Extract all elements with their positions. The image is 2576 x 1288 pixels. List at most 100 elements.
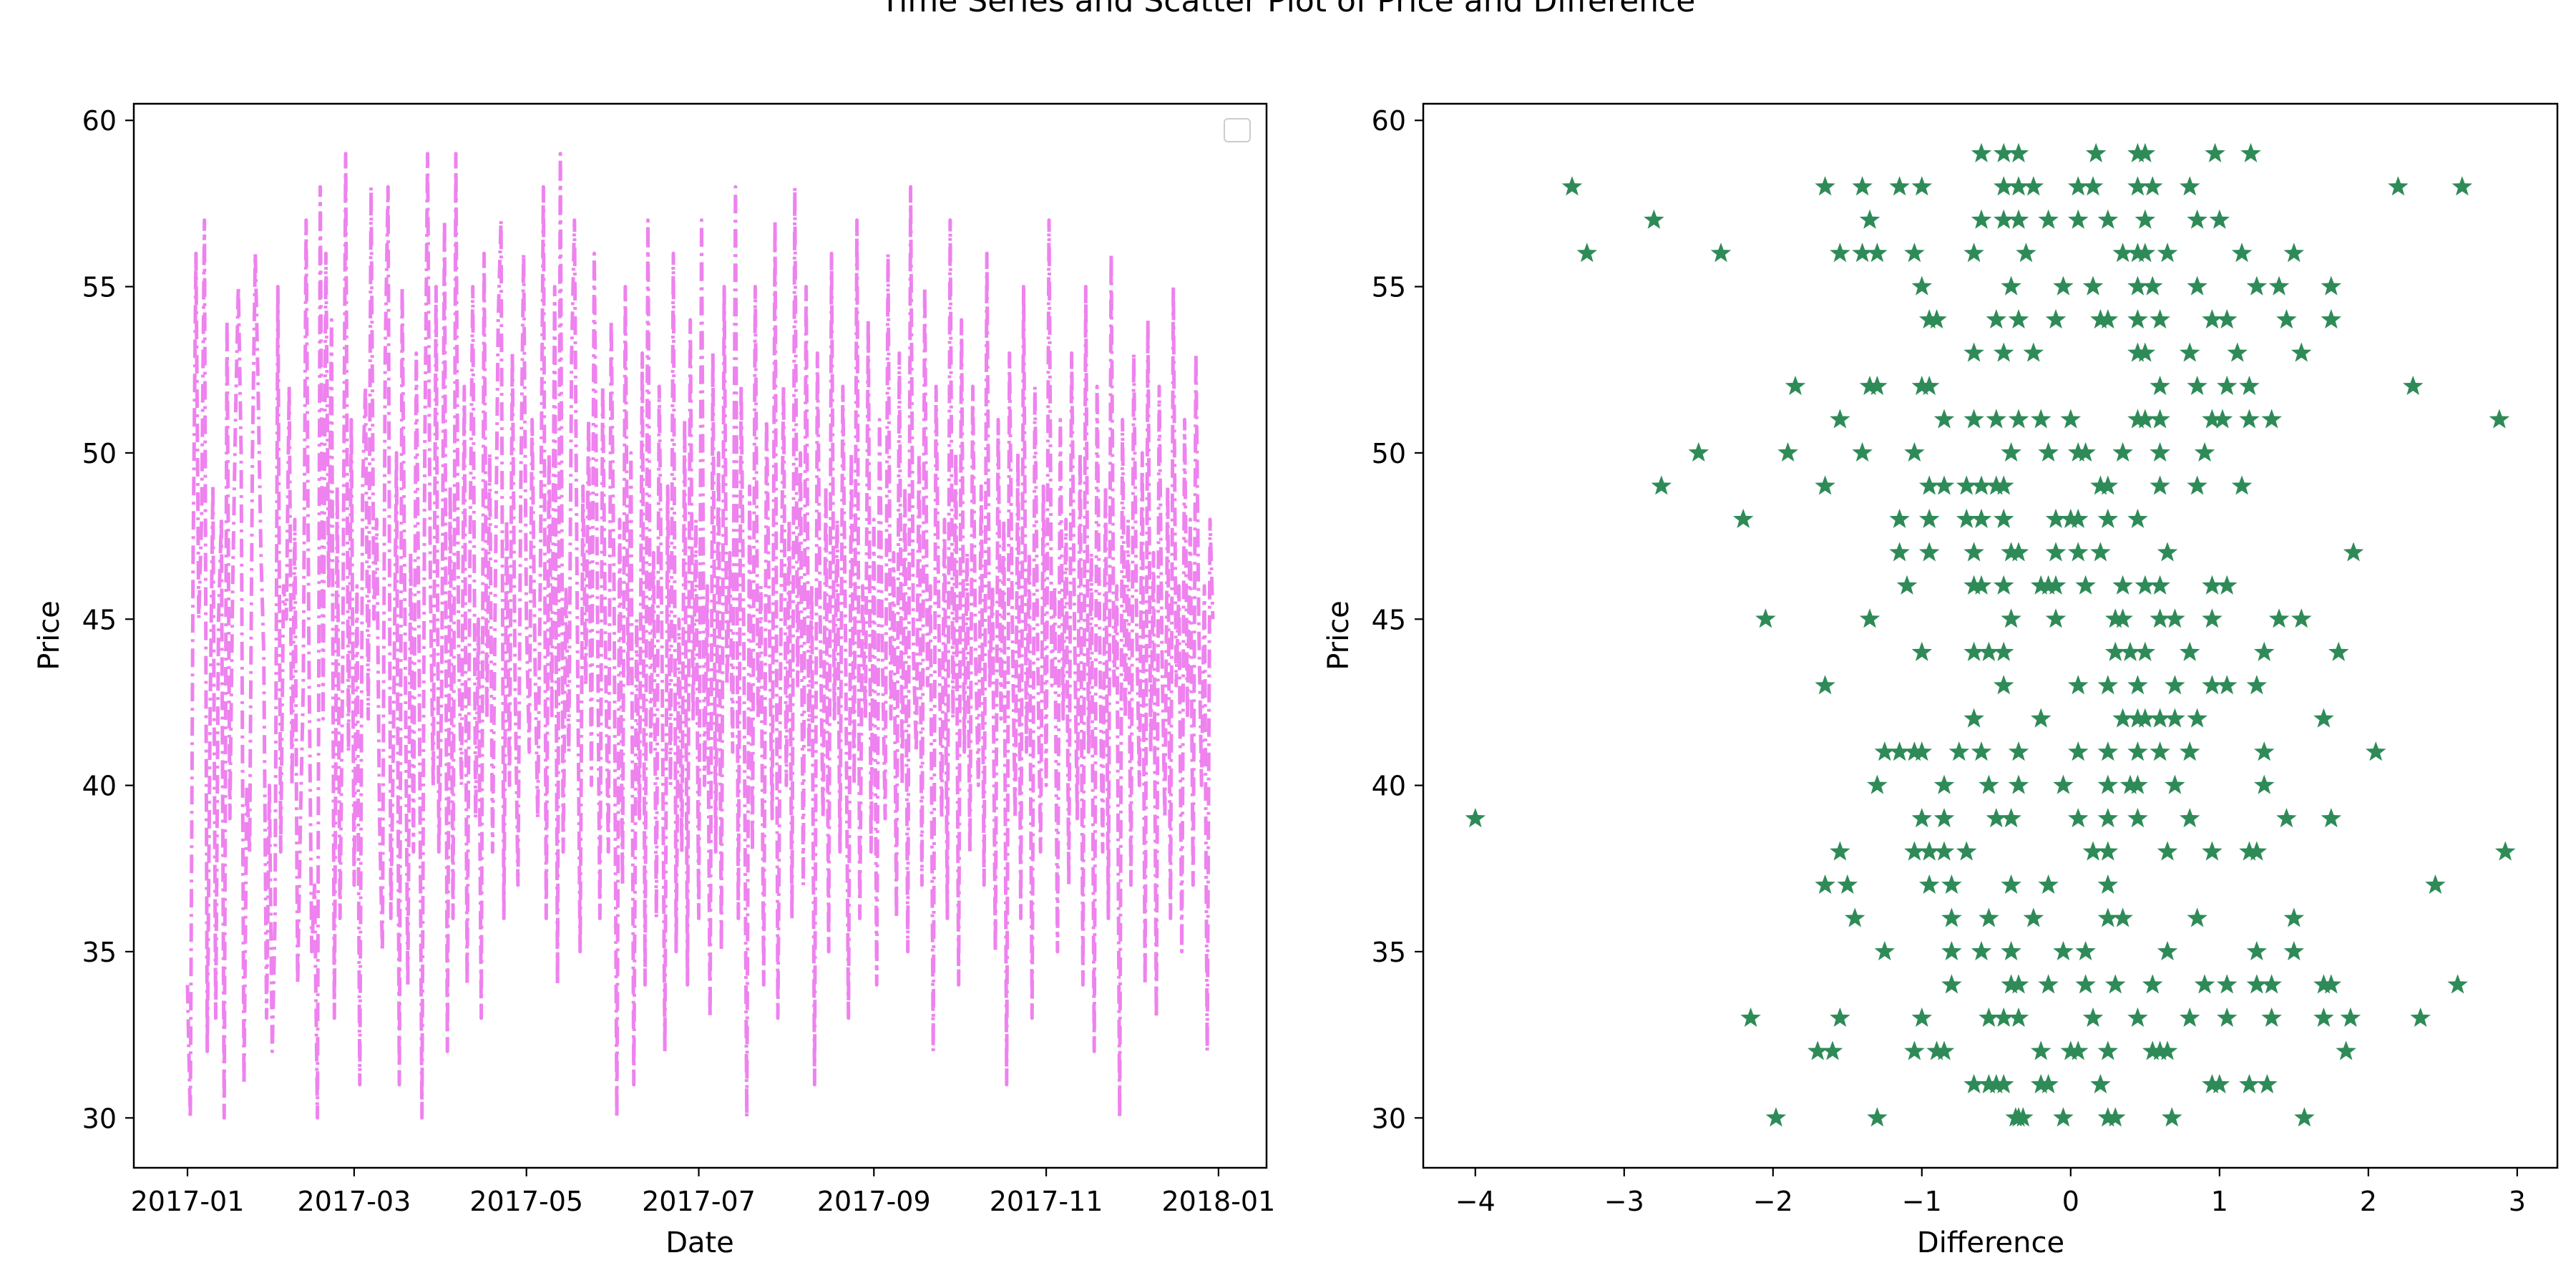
y-tick-label: 40: [82, 771, 117, 802]
x-tick-label: 3: [2509, 1186, 2526, 1217]
scatter-point-star: [2030, 708, 2051, 728]
scatter-point-star: [1859, 209, 1880, 229]
y-tick-label: 60: [82, 105, 117, 137]
scatter-point-star: [1852, 176, 1873, 196]
scatter-point-star: [1830, 243, 1850, 263]
scatter-point-star: [1904, 441, 1925, 462]
scatter-point-star: [2045, 309, 2067, 329]
scatter-point-star: [2030, 1040, 2051, 1060]
scatter-point-star: [2157, 243, 2178, 263]
scatter-point-star: [2187, 275, 2207, 296]
scatter-point-star: [1918, 475, 1940, 495]
scatter-point-star: [2023, 907, 2044, 927]
scatter-point-star: [2202, 575, 2223, 595]
scatter-point-star: [2097, 1040, 2119, 1060]
scatter-point-star: [2038, 974, 2059, 994]
scatter-point-star: [1956, 841, 1977, 861]
scatter-point-star: [1933, 774, 1955, 794]
scatter-point-star: [2246, 675, 2268, 695]
scatter-point-star: [2097, 475, 2119, 495]
scatter-point-star: [2150, 608, 2170, 628]
scatter-point-star: [2053, 275, 2074, 296]
scatter-point-star: [2216, 974, 2238, 994]
scatter-point-star: [2082, 275, 2104, 296]
scatter-plot: −4 −3 −2 −1 0 1 2 3 30 35 40 45 50 55 60 Difference P…: [1322, 102, 2559, 1259]
scatter-point-star: [2142, 176, 2163, 196]
scatter-point-star: [2187, 209, 2207, 229]
scatter-point-star: [2276, 808, 2297, 828]
scatter-point-star: [2008, 1007, 2029, 1028]
scatter-point-star: [1889, 508, 1910, 528]
scatter-point-star: [1837, 874, 1858, 894]
scatter-point-star: [2075, 575, 2096, 595]
x-tick-label: 0: [2062, 1186, 2079, 1217]
scatter-point-star: [2194, 441, 2215, 462]
scatter-point-star: [1986, 808, 2007, 828]
scatter-point-star: [1971, 575, 1992, 595]
right-x-axis-ticks: −4 −3 −2 −1 0 1 2 3: [1455, 1168, 2526, 1217]
right-y-axis-label: Price: [1322, 600, 1355, 670]
y-tick-label: 55: [82, 272, 117, 303]
scatter-point-star: [1941, 940, 1962, 961]
scatter-point-star: [1963, 342, 1984, 362]
scatter-point-star: [1993, 209, 2014, 229]
scatter-point-star: [2231, 475, 2253, 495]
scatter-point-star: [2246, 940, 2268, 961]
scatter-point-star: [2104, 974, 2126, 994]
scatter-point-star: [1889, 176, 1910, 196]
scatter-point-star: [2097, 808, 2119, 828]
scatter-point-star: [1815, 475, 1835, 495]
right-y-axis-ticks: 30 35 40 45 50 55 60: [1372, 105, 1423, 1134]
scatter-point-star: [2202, 841, 2223, 861]
scatter-point-star: [2135, 575, 2156, 595]
x-tick-label: 1: [2211, 1186, 2228, 1217]
scatter-point-star: [2112, 575, 2133, 595]
scatter-point-star: [2179, 342, 2200, 362]
y-tick-label: 45: [1372, 604, 1406, 635]
scatter-point-star: [1688, 441, 1709, 462]
scatter-point-star: [1979, 907, 1999, 927]
scatter-point-star: [2388, 176, 2409, 196]
scatter-point-star: [2030, 575, 2051, 595]
scatter-point-star: [1911, 741, 1933, 761]
legend-box: [1224, 118, 1251, 142]
scatter-point-star: [2179, 176, 2200, 196]
scatter-point-star: [2127, 142, 2148, 162]
scatter-point-star: [2135, 142, 2156, 162]
scatter-point-star: [2001, 608, 2021, 628]
right-x-axis-label: Difference: [1917, 1226, 2064, 1259]
scatter-point-star: [1918, 874, 1940, 894]
y-tick-label: 45: [82, 604, 117, 635]
scatter-point-star: [1963, 641, 1984, 661]
scatter-point-star: [1844, 907, 1865, 927]
scatter-point-star: [1867, 1107, 1888, 1127]
scatter-point-star: [2165, 675, 2185, 695]
scatter-point-star: [2097, 675, 2119, 695]
scatter-point-star: [2239, 409, 2260, 429]
scatter-point-star: [2082, 841, 2104, 861]
scatter-point-star: [2187, 708, 2207, 728]
scatter-point-star: [2209, 1073, 2230, 1093]
scatter-point-star: [1911, 1007, 1933, 1028]
scatter-point-star: [1911, 641, 1933, 661]
scatter-point-star: [1815, 176, 1835, 196]
scatter-point-star: [2008, 409, 2029, 429]
scatter-point-star: [1993, 1073, 2014, 1093]
scatter-point-star: [1979, 1073, 1999, 1093]
y-tick-label: 50: [82, 438, 117, 469]
scatter-point-star: [2179, 641, 2200, 661]
scatter-point-star: [1644, 209, 1664, 229]
scatter-point-star: [2157, 542, 2178, 562]
scatter-point-star: [1815, 675, 1835, 695]
scatter-point-star: [2150, 309, 2170, 329]
scatter-point-star: [2045, 508, 2067, 528]
scatter-point-star: [2097, 907, 2119, 927]
y-tick-label: 50: [1372, 438, 1406, 469]
y-tick-label: 40: [1372, 771, 1406, 802]
scatter-point-star: [1904, 741, 1925, 761]
scatter-point-star: [1867, 243, 1888, 263]
scatter-point-star: [1963, 575, 1984, 595]
scatter-point-star: [2202, 1073, 2223, 1093]
scatter-point-star: [2053, 774, 2074, 794]
